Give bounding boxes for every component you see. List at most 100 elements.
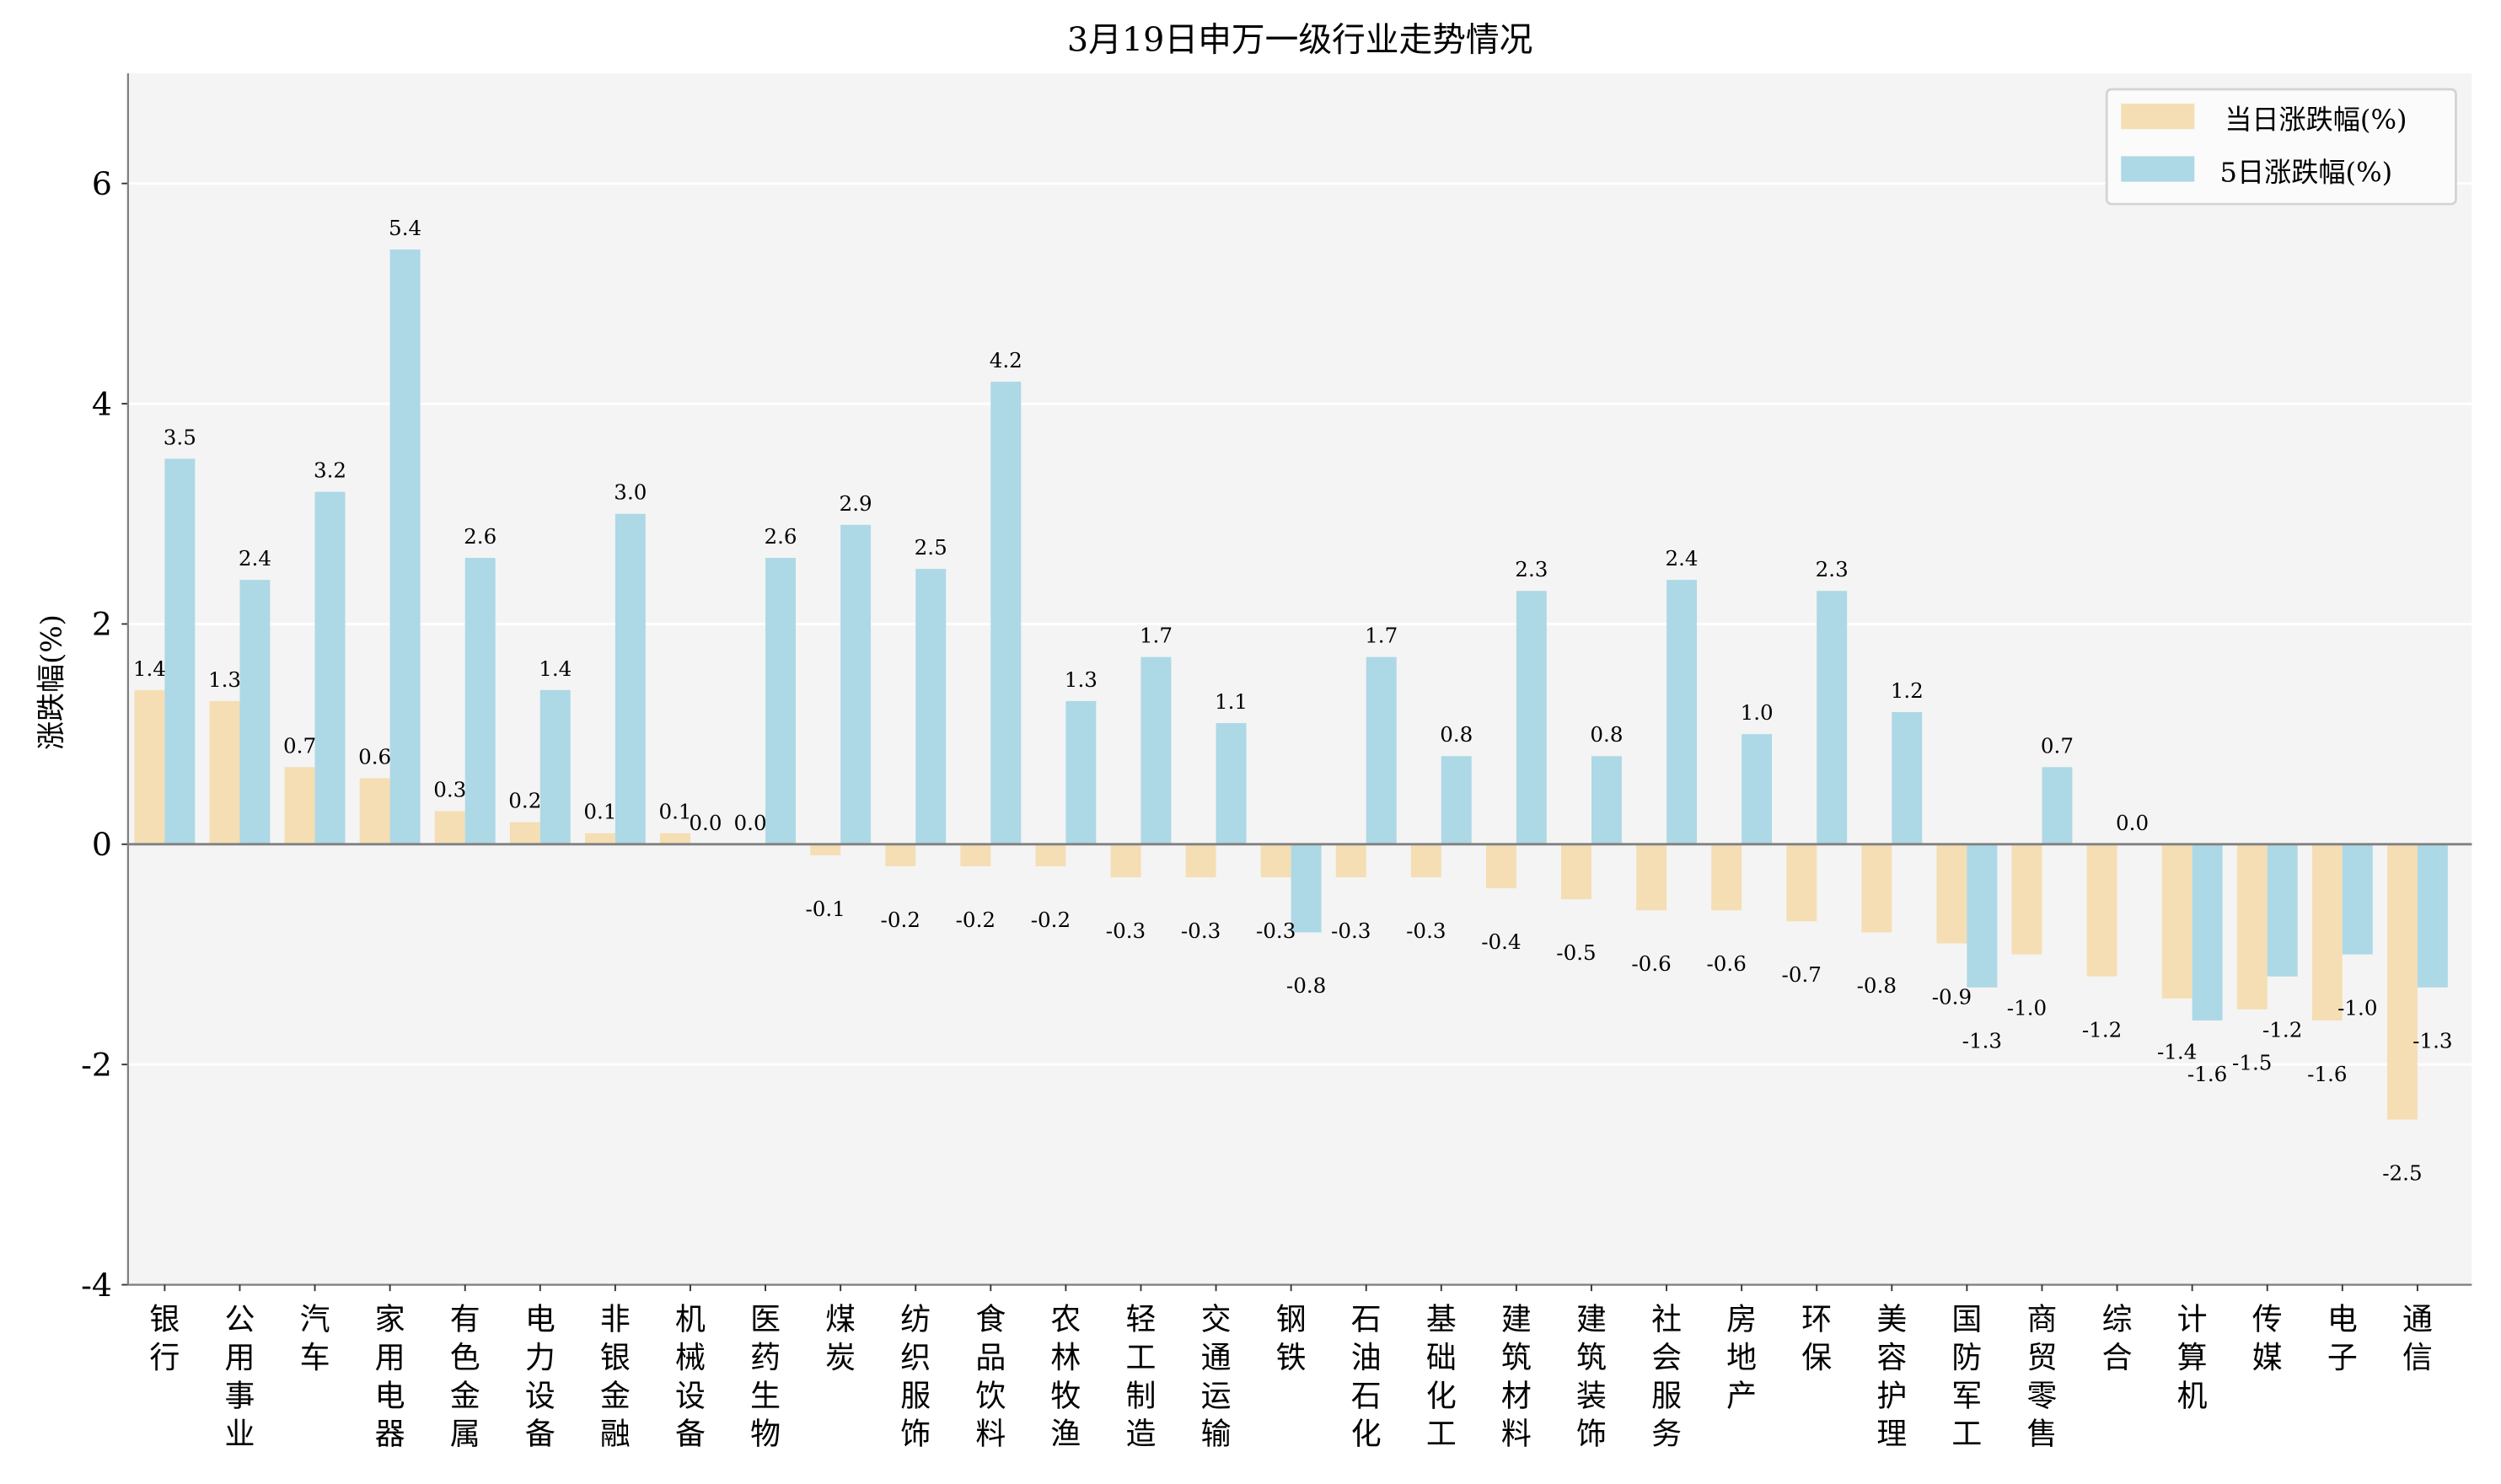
bar-daily [2236, 844, 2268, 1010]
data-label-5day: 3.2 [314, 458, 346, 483]
x-tick-label: 钢铁 [1276, 1303, 1307, 1375]
x-tick-label: 计算机 [2177, 1303, 2208, 1414]
data-label-5day: -1.3 [1962, 1029, 2002, 1053]
bar-5day [1291, 844, 1322, 933]
data-label-5day: 2.5 [915, 535, 947, 560]
x-tick-label: 国防军工 [1951, 1303, 1982, 1452]
data-label-daily: 0.0 [734, 811, 767, 835]
data-label-5day: 2.6 [764, 524, 797, 549]
bar-daily [960, 844, 991, 866]
data-label-5day: -1.3 [2412, 1029, 2452, 1053]
bar-daily [509, 822, 540, 844]
bar-5day [1666, 580, 1698, 844]
legend-swatch-5day [2121, 156, 2195, 182]
data-label-daily: 0.3 [433, 778, 466, 802]
bar-5day [615, 513, 646, 844]
bar-daily [1035, 844, 1066, 866]
x-tick-label: 传媒 [2252, 1303, 2283, 1375]
data-label-5day: 2.3 [1515, 557, 1548, 581]
bar-daily [2386, 844, 2418, 1120]
plot-background [127, 73, 2472, 1285]
y-tick-label: 0 [92, 826, 112, 863]
data-label-5day: -1.0 [2337, 995, 2377, 1020]
y-tick-label: 2 [92, 606, 112, 643]
bar-5day [990, 381, 1022, 844]
data-label-5day: 0.8 [1590, 722, 1623, 747]
x-tick-label: 基础化工 [1426, 1303, 1457, 1452]
data-label-daily: 0.2 [508, 789, 541, 813]
data-label-daily: -0.5 [1556, 940, 1596, 965]
data-label-daily: -0.1 [805, 897, 845, 921]
data-label-daily: -0.7 [1782, 962, 1822, 987]
data-label-daily: -0.8 [1857, 973, 1897, 998]
bar-daily [1636, 844, 1667, 911]
bar-daily [2311, 844, 2343, 1021]
bar-daily [1260, 844, 1291, 878]
data-label-daily: -0.2 [1031, 908, 1071, 932]
bar-5day [1742, 734, 1773, 844]
bar-5day [1366, 656, 1397, 844]
bar-daily [2161, 844, 2192, 999]
data-label-5day: 1.7 [1365, 624, 1398, 648]
bar-5day [239, 580, 271, 844]
data-label-daily: -0.3 [1106, 919, 1146, 943]
bar-daily [1110, 844, 1141, 878]
legend-label-daily: 当日涨跌幅(%) [2225, 104, 2407, 136]
bar-5day [1892, 711, 1923, 844]
bar-daily [1335, 844, 1366, 878]
legend: 当日涨跌幅(%) 5日涨跌幅(%) [2105, 88, 2457, 206]
x-tick-label: 建筑装饰 [1576, 1303, 1607, 1452]
data-label-5day: 2.9 [840, 491, 872, 516]
bar-daily [1936, 844, 1967, 944]
data-label-5day: -1.6 [2187, 1062, 2227, 1086]
x-tick-label: 商贸零售 [2027, 1303, 2058, 1452]
data-label-daily: 0.7 [283, 733, 316, 758]
bar-5day [389, 249, 421, 844]
bar-daily [885, 844, 916, 866]
y-tick-label: -4 [81, 1267, 112, 1304]
data-label-daily: -0.2 [881, 908, 920, 932]
bar-5day [2042, 767, 2073, 844]
bar-daily [284, 767, 315, 844]
y-tick-label: 4 [92, 385, 112, 422]
bar-5day [539, 689, 571, 844]
bar-5day [840, 524, 872, 844]
data-label-daily: -1.5 [2232, 1051, 2272, 1075]
bar-5day [1516, 591, 1547, 844]
x-tick-label: 家用电器 [375, 1303, 405, 1452]
data-label-daily: -0.4 [1481, 930, 1521, 954]
data-label-daily: -0.3 [1406, 919, 1446, 943]
x-tick-label: 公用事业 [225, 1303, 255, 1452]
data-label-daily: -0.9 [1932, 984, 1972, 1009]
x-tick-label: 医药生物 [750, 1303, 781, 1452]
data-label-5day: 3.0 [614, 480, 647, 505]
data-label-daily: -1.0 [2007, 995, 2047, 1020]
bar-5day [1140, 656, 1172, 844]
bar-daily [1711, 844, 1742, 911]
x-tick-label: 石油石化 [1351, 1303, 1382, 1452]
x-tick-label: 机械设备 [675, 1303, 706, 1452]
legend-swatch-daily [2121, 103, 2195, 130]
x-tick-label: 社会服务 [1651, 1303, 1682, 1452]
data-label-daily: 0.1 [583, 800, 616, 824]
y-tick-label: -2 [81, 1046, 112, 1083]
chart-title: 3月19日申万一级行业走势情况 [1067, 21, 1532, 60]
x-tick-label: 农林牧渔 [1050, 1303, 1081, 1452]
bar-5day [314, 491, 346, 844]
data-label-5day: 1.4 [539, 656, 572, 681]
bar-daily [1786, 844, 1817, 922]
bar-5day [1065, 700, 1097, 844]
data-label-5day: -1.2 [2262, 1018, 2302, 1042]
x-tick-label: 煤炭 [825, 1303, 856, 1375]
bar-daily [1185, 844, 1216, 878]
data-label-daily: -2.5 [2382, 1160, 2422, 1185]
bar-5day [2342, 844, 2373, 955]
bar-5day [915, 569, 947, 844]
data-label-5day: 2.3 [1816, 557, 1849, 581]
x-tick-label: 纺织服饰 [900, 1303, 931, 1452]
data-label-5day: 4.2 [990, 348, 1022, 372]
x-tick-label: 轻工制造 [1126, 1303, 1157, 1452]
bar-daily [1485, 844, 1516, 889]
data-label-daily: -0.3 [1331, 919, 1371, 943]
data-label-daily: 1.3 [208, 667, 241, 692]
